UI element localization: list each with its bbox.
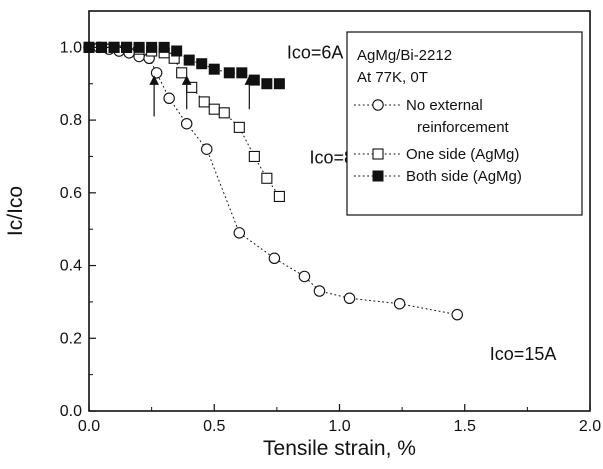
data-point-no-external-reinforcement-13 [298, 270, 311, 283]
data-point-one-side-agmg-10 [198, 96, 210, 108]
x-tick-label-1: 0.5 [203, 418, 225, 435]
data-point-both-side-agmg-11 [223, 67, 235, 79]
data-point-no-external-reinforcement-11 [233, 227, 246, 239]
data-point-one-side-agmg-12 [218, 107, 230, 119]
data-point-both-side-agmg-5 [146, 41, 158, 53]
y-tick-label-5: 1.0 [60, 39, 82, 56]
legend-item-both-side-agmg: Both side (AgMg) [354, 168, 522, 185]
legend-header-line-1: AgMg/Bi-2212 [357, 47, 452, 64]
data-point-no-external-reinforcement-12 [268, 252, 281, 265]
x-tick-label-2: 1.0 [328, 418, 350, 435]
data-point-both-side-agmg-2 [108, 41, 120, 53]
data-point-one-side-agmg-14 [248, 150, 260, 163]
data-point-no-external-reinforcement-14 [313, 285, 326, 297]
data-point-both-side-agmg-9 [196, 58, 208, 70]
y-tick-label-2: 0.4 [60, 258, 82, 275]
data-point-no-external-reinforcement-17 [451, 308, 463, 321]
y-tick-label-1: 0.2 [60, 330, 82, 347]
data-point-one-side-agmg-9 [186, 81, 198, 93]
annotation-ico-15a: Ico=15A [490, 344, 557, 364]
data-point-both-side-agmg-3 [121, 41, 133, 53]
series-both-side-agmg [83, 41, 285, 90]
x-tick-label-0: 0.0 [78, 418, 100, 435]
y-tick-label-0: 0.0 [60, 403, 82, 420]
series-layer [83, 41, 463, 321]
data-point-one-side-agmg-16 [273, 190, 285, 203]
x-axis-title: Tensile strain, % [263, 437, 416, 460]
data-point-both-side-agmg-10 [208, 63, 220, 75]
data-point-both-side-agmg-14 [261, 78, 273, 90]
data-point-one-side-agmg-11 [208, 103, 220, 115]
data-point-both-side-agmg-7 [171, 45, 183, 57]
legend-marker-both-side-agmg [372, 170, 384, 182]
y-axis-title: Ic/Ico [4, 186, 27, 236]
legend-label-both-side-agmg: Both side (AgMg) [406, 168, 522, 185]
series-line-both-side-agmg [89, 46, 280, 85]
legend: AgMg/Bi-2212 At 77K, 0T No external rein… [346, 31, 583, 216]
legend-label-no-external-line-2: reinforcement [417, 119, 510, 136]
legend-item-one-side-agmg: One side (AgMg) [354, 146, 519, 163]
data-point-both-side-agmg-6 [158, 41, 170, 53]
data-point-one-side-agmg-13 [233, 121, 245, 133]
data-point-both-side-agmg-4 [133, 41, 145, 53]
legend-label-one-side-agmg: One side (AgMg) [406, 146, 519, 163]
legend-header-line-2: At 77K, 0T [357, 69, 428, 86]
data-point-no-external-reinforcement-16 [393, 297, 406, 310]
x-axis: 0.0 0.5 1.0 1.5 2.0 [78, 404, 601, 435]
data-point-one-side-agmg-8 [176, 67, 188, 79]
data-point-no-external-reinforcement-7 [150, 67, 163, 79]
data-point-no-external-reinforcement-9 [180, 117, 193, 130]
data-point-both-side-agmg-12 [236, 67, 248, 79]
x-tick-label-4: 2.0 [579, 418, 601, 435]
data-point-one-side-agmg-15 [261, 172, 273, 184]
data-point-no-external-reinforcement-15 [343, 292, 356, 305]
legend-box [346, 31, 583, 216]
legend-marker-no-external-reinforcement [372, 99, 384, 111]
y-axis: 0.0 0.2 0.4 0.6 0.8 1.0 [60, 39, 96, 420]
series-line-one-side-agmg [89, 46, 280, 197]
legend-item-no-external-reinforcement: No external reinforcement [354, 97, 510, 136]
data-point-both-side-agmg-13 [248, 74, 260, 86]
data-point-both-side-agmg-15 [273, 78, 285, 90]
legend-marker-one-side-agmg [372, 148, 384, 160]
legend-label-no-external-line-1: No external [406, 97, 483, 114]
y-tick-label-4: 0.8 [60, 112, 82, 129]
data-point-no-external-reinforcement-8 [163, 92, 175, 105]
data-point-both-side-agmg-1 [96, 41, 108, 53]
data-point-both-side-agmg-8 [183, 54, 195, 66]
x-tick-label-3: 1.5 [454, 418, 476, 435]
annotation-ico-6a: Ico=6A [287, 42, 344, 62]
y-tick-label-3: 0.6 [60, 185, 82, 202]
data-point-no-external-reinforcement-10 [200, 143, 213, 155]
